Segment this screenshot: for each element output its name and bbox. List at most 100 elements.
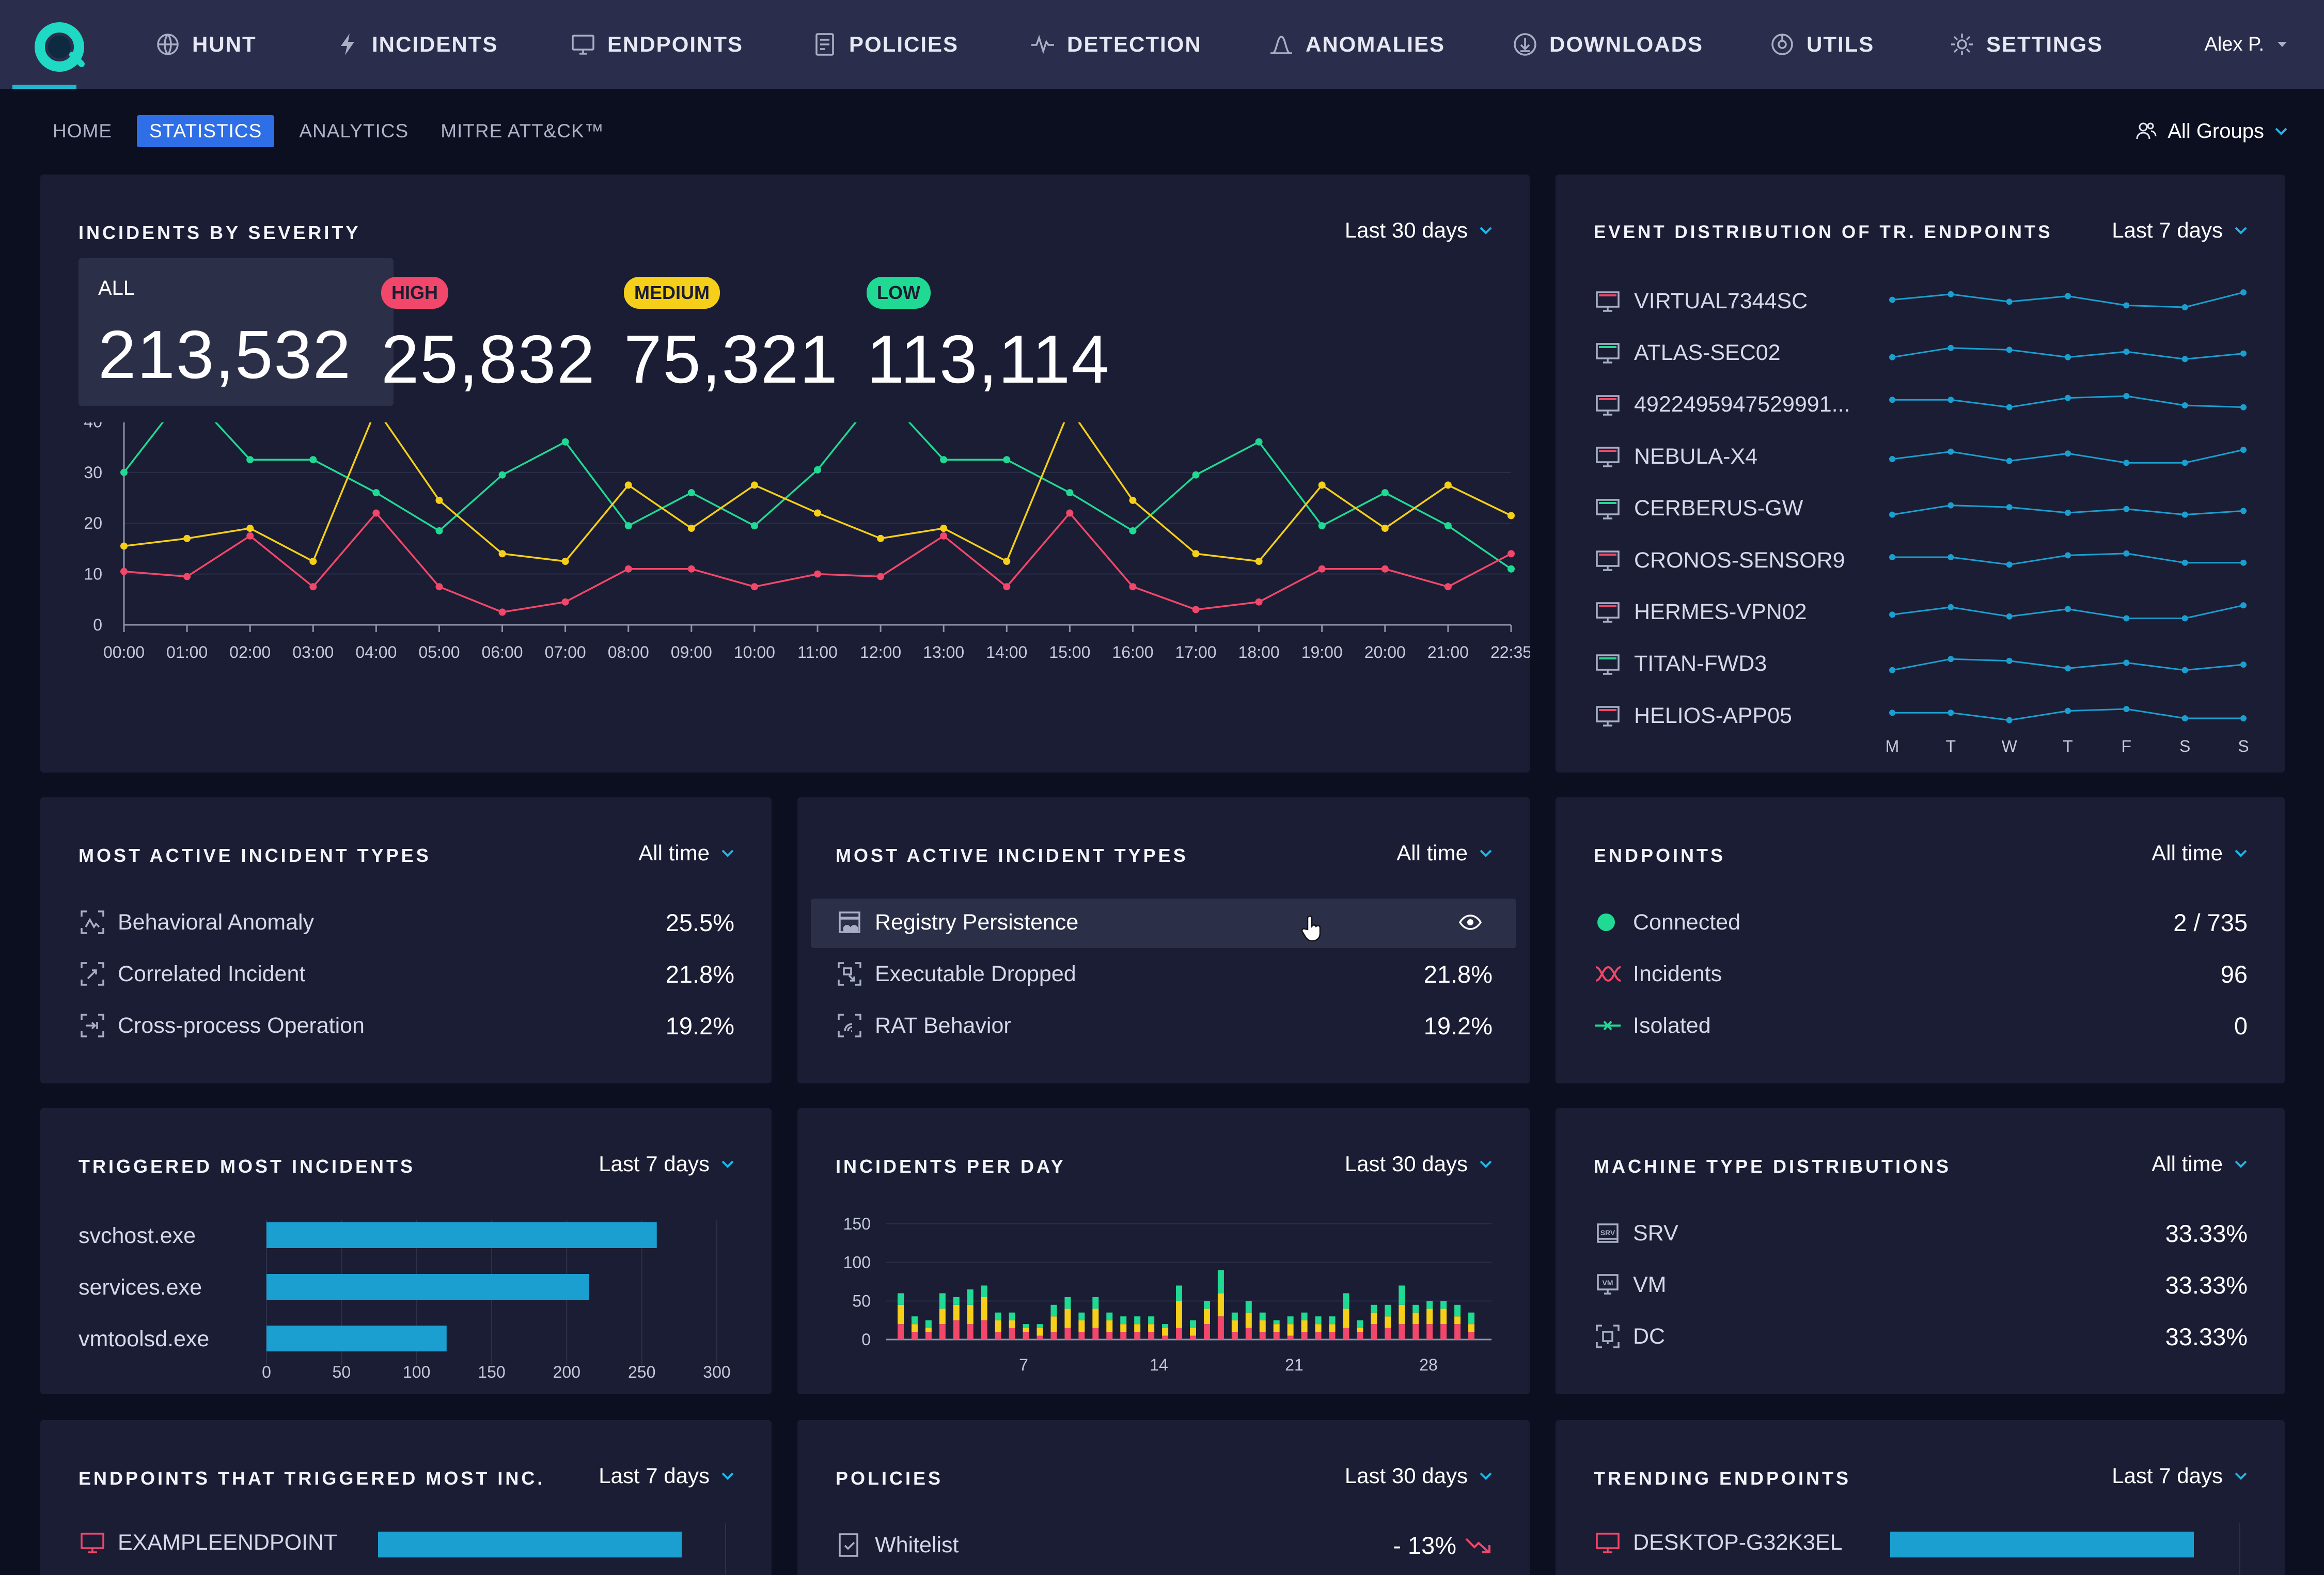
endpoint-row[interactable]: HERMES-VPN02 <box>1594 594 1807 630</box>
severity-low-card[interactable]: LOW 113,114 <box>867 258 1110 406</box>
nav-utils[interactable]: UTILS <box>1769 0 1874 89</box>
range-selector[interactable]: All time <box>2152 841 2248 865</box>
list-item[interactable]: Connected 2 / 735 <box>1594 902 2248 943</box>
panel-trending-endpoints: TRENDING ENDPOINTS Last 7 days DESKTOP-G… <box>1556 1420 2285 1575</box>
tab-analytics[interactable]: ANALYTICS <box>299 120 409 141</box>
range-selector[interactable]: Last 7 days <box>2112 1463 2248 1488</box>
endpoint-row[interactable]: 4922495947529991... <box>1594 387 1850 423</box>
all-count: 213,532 <box>98 317 352 392</box>
nav-detection[interactable]: DETECTION <box>1030 0 1202 89</box>
range-selector[interactable]: Last 30 days <box>1345 218 1493 243</box>
bar-segment <box>1134 1332 1141 1340</box>
group-selector[interactable]: All Groups <box>2135 115 2288 148</box>
bar-segment <box>1301 1312 1308 1320</box>
chevron-down-icon <box>2235 849 2247 857</box>
item-value: 33.33% <box>2165 1219 2248 1247</box>
data-point <box>309 583 317 591</box>
tab-statistics[interactable]: STATISTICS <box>137 115 275 147</box>
panel-title: INCIDENTS BY SEVERITY <box>78 222 361 243</box>
data-point <box>1192 606 1200 613</box>
day-label: S <box>2238 737 2249 755</box>
day-label: T <box>2063 737 2073 755</box>
sparkline-point <box>1889 397 1895 403</box>
group-label: All Groups <box>2168 119 2264 143</box>
list-item[interactable]: Incidents 96 <box>1594 953 2248 995</box>
data-point <box>372 489 380 497</box>
tab-mitre[interactable]: MITRE ATT&CK™ <box>441 120 604 141</box>
range-selector[interactable]: Last 7 days <box>599 1463 734 1488</box>
list-item[interactable]: Cross-process Operation 19.2% <box>78 1005 734 1046</box>
list-item[interactable]: DC 33.33% <box>1594 1316 2248 1357</box>
list-item[interactable]: EXAMPLEENDPOINT <box>78 1529 337 1556</box>
sub-navigation: HOME STATISTICS ANALYTICS MITRE ATT&CK™ <box>44 115 611 148</box>
list-item[interactable]: Whitelist - 13% <box>836 1524 1493 1566</box>
sparkline-point <box>1948 656 1954 663</box>
data-point <box>1381 525 1389 532</box>
user-menu[interactable]: Alex P. <box>2205 0 2288 89</box>
severity-all-card[interactable]: ALL 213,532 <box>78 258 394 406</box>
sparkline-point <box>1889 456 1895 462</box>
endpoint-row[interactable]: VIRTUAL7344SC <box>1594 283 1808 319</box>
item-value: 21.8% <box>1423 960 1493 988</box>
sparkline-point <box>2065 395 2071 401</box>
bar-segment <box>1037 1335 1043 1340</box>
bar <box>266 1222 657 1248</box>
endpoint-row[interactable]: TITAN-FWD3 <box>1594 646 1767 682</box>
panel-title: TRIGGERED MOST INCIDENTS <box>78 1156 416 1177</box>
bar-segment <box>1468 1324 1475 1332</box>
eye-icon[interactable] <box>1458 915 1482 930</box>
bar-segment <box>1412 1312 1419 1325</box>
endpoint-row[interactable]: NEBULA-X4 <box>1594 438 1757 475</box>
range-selector[interactable]: Last 30 days <box>1345 1463 1493 1488</box>
bar-segment <box>1399 1324 1405 1340</box>
list-item[interactable]: RAT Behavior 19.2% <box>836 1005 1493 1046</box>
bar-segment <box>1385 1328 1391 1340</box>
range-selector[interactable]: All time <box>2152 1152 2248 1176</box>
list-item[interactable]: DESKTOP-G32K3EL <box>1594 1529 1843 1556</box>
list-item[interactable]: Executable Dropped 21.8% <box>836 953 1493 995</box>
top-navigation: HUNT INCIDENTS ENDPOINTS POLICIES DETECT… <box>0 0 2324 89</box>
sparkline-point <box>1948 604 1954 610</box>
tab-home[interactable]: HOME <box>53 120 112 141</box>
bar-label: svchost.exe <box>78 1223 196 1248</box>
bar-segment <box>1468 1312 1475 1325</box>
sparkline-point <box>2065 450 2071 457</box>
severity-high-card[interactable]: HIGH 25,832 <box>381 258 596 406</box>
range-selector[interactable]: All time <box>1396 841 1493 865</box>
nav-downloads[interactable]: DOWNLOADS <box>1512 0 1703 89</box>
endpoint-row[interactable]: CRONOS-SENSOR9 <box>1594 542 1845 578</box>
item-label: Correlated Incident <box>118 961 306 986</box>
nav-incidents[interactable]: INCIDENTS <box>335 0 498 89</box>
list-item[interactable]: Behavioral Anomaly 25.5% <box>78 902 734 943</box>
endpoint-row[interactable]: HELIOS-APP05 <box>1594 698 1792 734</box>
bar-segment <box>1134 1324 1141 1332</box>
endpoint-row[interactable]: ATLAS-SEC02 <box>1594 335 1781 371</box>
sparkline-point <box>1889 511 1895 518</box>
nav-hunt[interactable]: HUNT <box>155 0 257 89</box>
list-item[interactable]: Isolated 0 <box>1594 1005 2248 1046</box>
data-point <box>561 598 569 606</box>
endpoint-row[interactable]: CERBERUS-GW <box>1594 491 1803 527</box>
list-item[interactable]: VM VM 33.33% <box>1594 1264 2248 1305</box>
range-selector[interactable]: Last 30 days <box>1345 1152 1493 1176</box>
nav-policies[interactable]: POLICIES <box>812 0 959 89</box>
panel-title: TRENDING ENDPOINTS <box>1594 1468 1851 1489</box>
list-item[interactable]: SRV SRV 33.33% <box>1594 1212 2248 1254</box>
app-logo-icon[interactable] <box>31 19 88 75</box>
nav-endpoints[interactable]: ENDPOINTS <box>570 0 743 89</box>
sparkline-point <box>2065 510 2071 516</box>
list-item-hovered[interactable]: Registry Persistence <box>836 902 1493 943</box>
range-selector[interactable]: Last 7 days <box>599 1152 734 1176</box>
range-selector[interactable]: All time <box>638 841 734 865</box>
range-selector[interactable]: Last 7 days <box>2112 218 2248 243</box>
endpoint-name: CRONOS-SENSOR9 <box>1634 547 1845 573</box>
bar-segment <box>1009 1320 1015 1328</box>
executable-icon <box>838 962 861 986</box>
severity-medium-card[interactable]: MEDIUM 75,321 <box>624 258 839 406</box>
list-item[interactable]: Correlated Incident 21.8% <box>78 953 734 995</box>
lightning-icon <box>341 34 354 55</box>
nav-anomalies[interactable]: ANOMALIES <box>1268 0 1445 89</box>
sparkline-point <box>2181 615 2188 622</box>
nav-settings[interactable]: SETTINGS <box>1949 0 2103 89</box>
